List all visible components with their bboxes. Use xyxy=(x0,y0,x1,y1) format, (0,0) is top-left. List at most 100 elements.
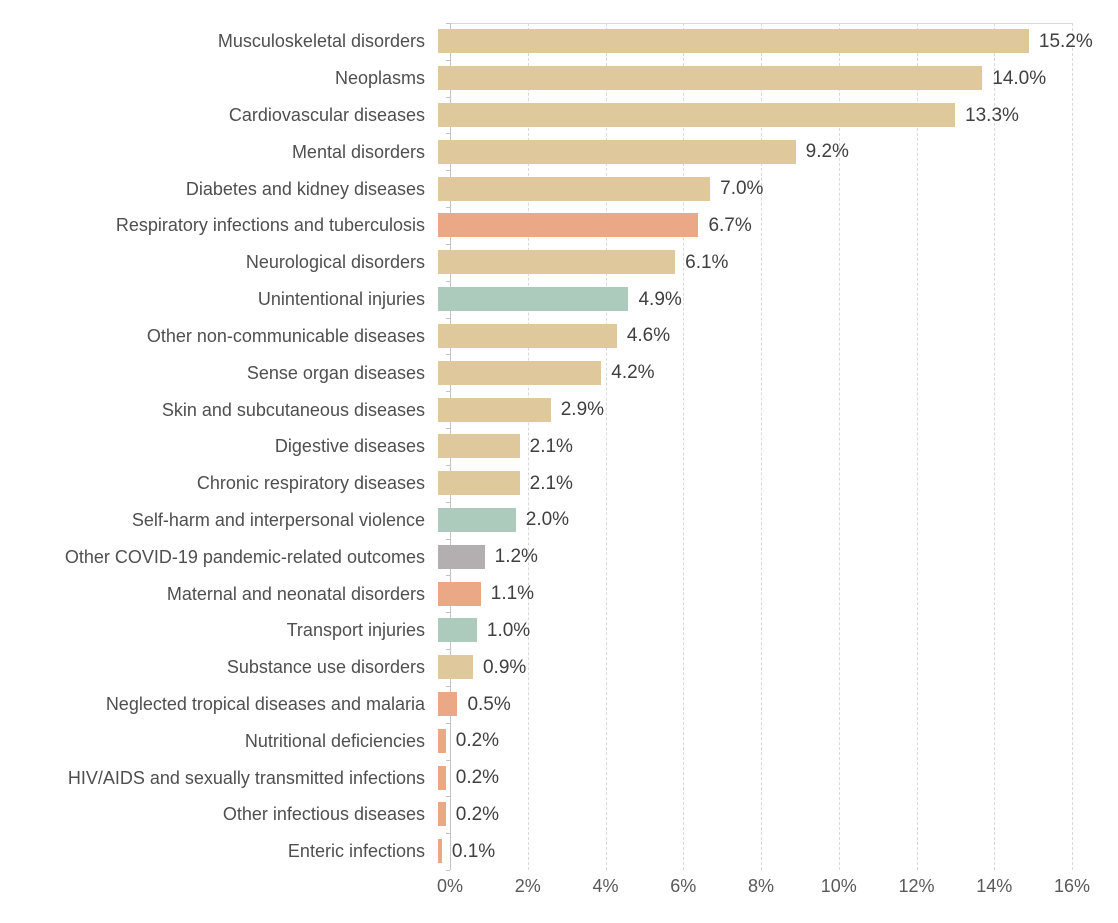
table-row: Other non-communicable diseases 4.6% xyxy=(0,318,1118,355)
value-label: 1.0% xyxy=(486,619,531,641)
category-axis-tick xyxy=(446,649,450,651)
value-label: 13.3% xyxy=(965,104,1019,126)
bar xyxy=(438,397,551,422)
table-row: Maternal and neonatal disorders 1.1% xyxy=(0,575,1118,612)
table-row: Neoplasms 14.0% xyxy=(0,60,1118,97)
value-label: 2.1% xyxy=(529,472,573,494)
category-axis-tick xyxy=(446,170,450,172)
table-row: Cardiovascular diseases 13.3% xyxy=(0,97,1118,134)
gridline xyxy=(683,23,685,870)
x-axis-tick-label: 4% xyxy=(592,876,619,896)
category-label: Other non-communicable diseases xyxy=(146,325,425,346)
category-axis-tick xyxy=(446,759,450,761)
bar xyxy=(438,507,516,532)
value-label: 4.6% xyxy=(626,325,671,347)
bar xyxy=(438,655,473,680)
bar xyxy=(438,692,458,717)
table-row: Nutritional deficiencies 0.2% xyxy=(0,722,1118,759)
x-axis-tick-label: 8% xyxy=(747,876,774,896)
table-row: Neurological disorders 6.1% xyxy=(0,244,1118,281)
bar xyxy=(438,176,711,201)
table-row: Digestive diseases 2.1% xyxy=(0,428,1118,465)
category-axis-tick xyxy=(446,464,450,466)
category-axis-tick xyxy=(446,796,450,798)
category-label: Enteric infections xyxy=(287,841,425,862)
value-label: 15.2% xyxy=(1038,30,1093,52)
gridline xyxy=(994,23,996,870)
table-row: Transport injuries 1.0% xyxy=(0,612,1118,649)
category-axis-tick xyxy=(446,870,450,871)
value-label: 4.2% xyxy=(611,362,655,384)
bar-rows: Musculoskeletal disorders 15.2% Neoplasms 1… xyxy=(0,23,1118,870)
bar xyxy=(438,765,446,790)
bar xyxy=(438,323,617,348)
category-axis-tick xyxy=(446,280,450,282)
table-row: Unintentional injuries 4.9% xyxy=(0,281,1118,318)
category-axis-tick xyxy=(446,207,450,209)
category-label: Digestive diseases xyxy=(274,436,425,457)
x-axis-tick-label: 0% xyxy=(436,876,463,896)
category-label: Neoplasms xyxy=(334,68,425,89)
category-axis-tick xyxy=(446,317,450,319)
category-label: Mental disorders xyxy=(291,141,425,162)
table-row: HIV/AIDS and sexually transmitted infect… xyxy=(0,759,1118,796)
x-axis-tick-label: 10% xyxy=(820,876,857,896)
table-row: Sense organ diseases 4.2% xyxy=(0,354,1118,391)
category-axis-tick xyxy=(446,428,450,430)
bar xyxy=(438,103,956,128)
bar xyxy=(438,728,446,753)
value-label: 0.5% xyxy=(467,693,511,715)
category-label: Diabetes and kidney diseases xyxy=(185,178,425,199)
gridline xyxy=(605,23,607,870)
category-axis-tick xyxy=(446,59,450,61)
category-label: Unintentional injuries xyxy=(257,289,425,310)
value-label: 6.1% xyxy=(685,251,729,273)
gridline xyxy=(527,23,529,870)
bar xyxy=(438,544,485,569)
bar xyxy=(438,839,442,864)
plot-top-border xyxy=(450,23,1073,24)
table-row: Enteric infections 0.1% xyxy=(0,833,1118,870)
x-axis-tick-label: 2% xyxy=(514,876,541,896)
category-axis-tick xyxy=(446,243,450,245)
category-label: Chronic respiratory diseases xyxy=(196,473,425,494)
category-label: Sense organ diseases xyxy=(246,362,425,383)
table-row: Diabetes and kidney diseases 7.0% xyxy=(0,170,1118,207)
category-label: Other COVID-19 pandemic-related outcomes xyxy=(64,546,425,567)
table-row: Other COVID-19 pandemic-related outcomes… xyxy=(0,538,1118,575)
value-label: 9.2% xyxy=(805,141,849,163)
category-label: Respiratory infections and tuberculosis xyxy=(115,215,425,236)
bar xyxy=(438,250,676,275)
category-axis-tick xyxy=(446,23,450,24)
gridline xyxy=(1072,23,1073,870)
value-label: 6.7% xyxy=(708,214,752,236)
category-label: Skin and subcutaneous diseases xyxy=(161,399,425,420)
table-row: Substance use disorders 0.9% xyxy=(0,649,1118,686)
category-axis-tick xyxy=(446,133,450,135)
category-label: Substance use disorders xyxy=(226,657,425,678)
bar xyxy=(438,287,629,312)
category-label: Self-harm and interpersonal violence xyxy=(131,509,425,530)
category-label: HIV/AIDS and sexually transmitted infect… xyxy=(67,767,425,788)
value-label: 2.0% xyxy=(525,509,570,531)
bar xyxy=(438,434,520,459)
category-axis-tick xyxy=(446,685,450,687)
category-axis-tick xyxy=(446,575,450,577)
x-axis-tick-label: 14% xyxy=(976,876,1013,896)
bar xyxy=(438,581,481,606)
gridline xyxy=(916,23,918,870)
bar xyxy=(438,471,520,496)
category-axis-tick xyxy=(446,391,450,393)
category-axis-tick xyxy=(446,612,450,614)
bar xyxy=(438,618,477,643)
category-label: Cardiovascular diseases xyxy=(228,105,425,126)
table-row: Mental disorders 9.2% xyxy=(0,133,1118,170)
gridline xyxy=(761,23,762,870)
x-axis-tick-label: 6% xyxy=(670,876,697,896)
bar xyxy=(438,29,1029,54)
category-axis-tick xyxy=(446,354,450,356)
value-label: 7.0% xyxy=(720,178,764,200)
value-label: 0.2% xyxy=(455,730,500,752)
category-label: Neglected tropical diseases and malaria xyxy=(105,694,425,715)
